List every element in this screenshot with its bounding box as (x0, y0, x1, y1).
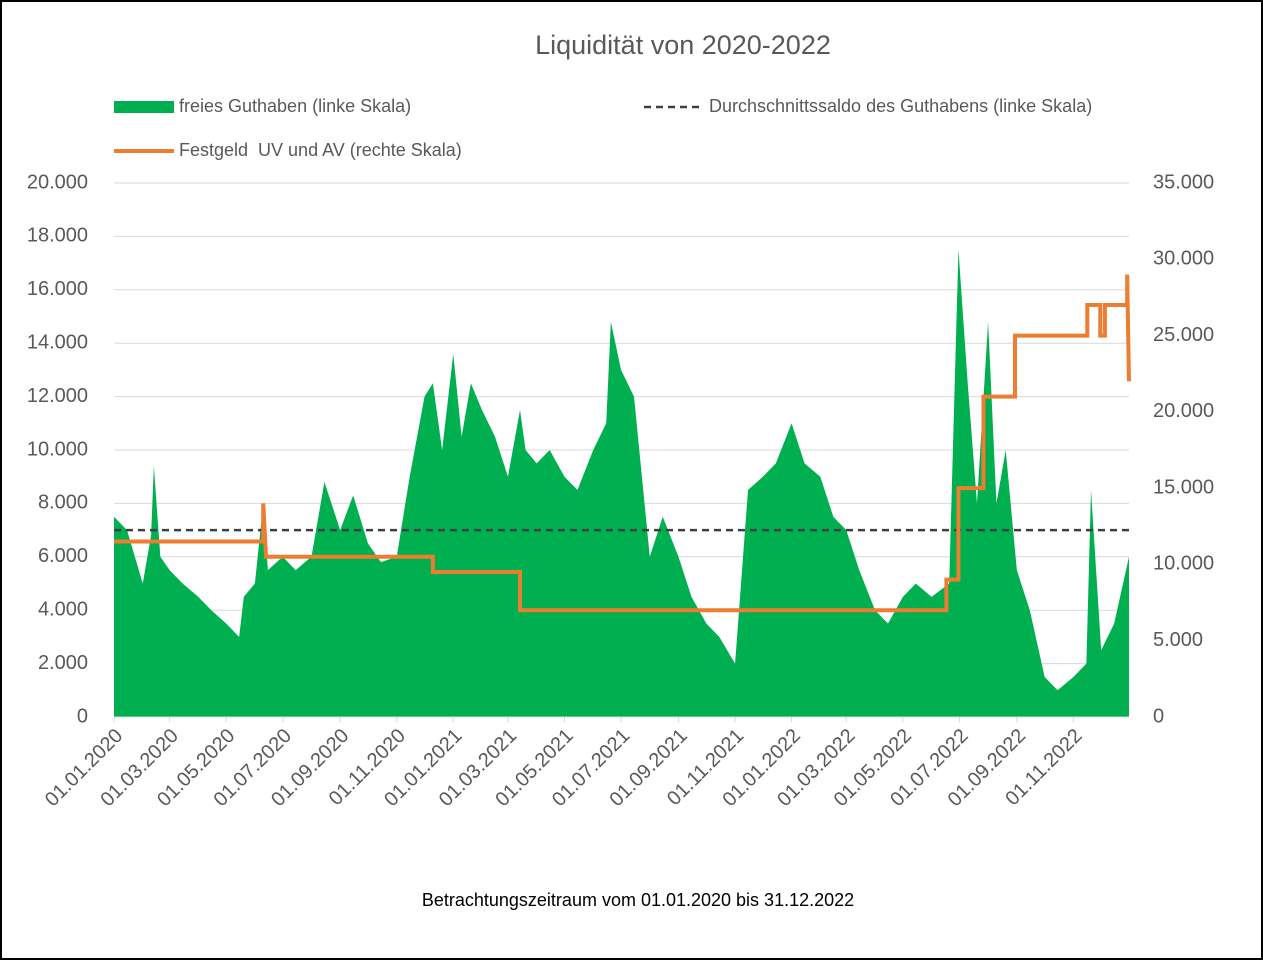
y2-tick-label: 20.000 (1153, 400, 1214, 422)
y2-tick-label: 30.000 (1153, 248, 1214, 270)
y-tick-label: 10.000 (27, 438, 88, 460)
y-tick-label: 12.000 (27, 385, 88, 407)
y-tick-label: 4.000 (38, 598, 88, 620)
line (114, 274, 1131, 613)
legend-label: Festgeld UV und AV (rechte Skala) (179, 140, 462, 160)
y-tick-label: 2.000 (38, 652, 88, 674)
y-tick-label: 20.000 (27, 171, 88, 193)
x-axis-label: Betrachtungszeitraum vom 01.01.2020 bis … (422, 890, 854, 910)
legend-swatch (114, 101, 174, 113)
y2-tick-label: 25.000 (1153, 324, 1214, 346)
legend-label: Durchschnittssaldo des Guthabens (linke … (709, 96, 1092, 116)
y2-tick-label: 5.000 (1153, 629, 1203, 651)
y2-tick-label: 10.000 (1153, 553, 1214, 575)
legend-label: freies Guthaben (linke Skala) (179, 96, 411, 116)
y2-tick-label: 35.000 (1153, 171, 1214, 193)
y-tick-label: 14.000 (27, 331, 88, 353)
area (114, 249, 1129, 717)
y-tick-label: 6.000 (38, 545, 88, 567)
y2-tick-label: 15.000 (1153, 476, 1214, 498)
y2-tick-label: 0 (1153, 705, 1164, 727)
y-tick-label: 16.000 (27, 278, 88, 300)
y-tick-label: 18.000 (27, 225, 88, 247)
chart-title: Liquidität von 2020-2022 (535, 30, 831, 60)
y-tick-label: 8.000 (38, 492, 88, 514)
y-tick-label: 0 (77, 705, 88, 727)
